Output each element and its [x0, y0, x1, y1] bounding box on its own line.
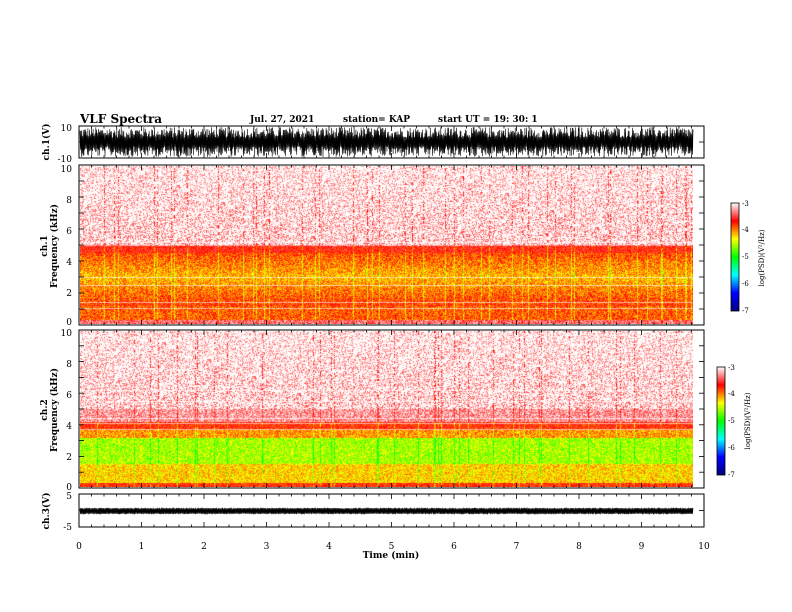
xtick-6: 6 — [451, 542, 457, 552]
start-time-label: start UT = 19: 30: 1 — [438, 115, 538, 125]
ch2-spec-ytick-10: 10 — [61, 329, 73, 339]
ch1-cb-tick-m3: -3 — [742, 200, 749, 208]
ch1-spectrogram-image — [80, 166, 693, 324]
ch2-colorbar-label: log(PSD)(V²/Hz) — [744, 392, 752, 449]
xtick-10: 10 — [698, 542, 710, 552]
ch2-spec-ytick-0: 0 — [66, 483, 72, 493]
xtick-0: 0 — [76, 542, 82, 552]
ch1-spectrogram-panel: 0 2 4 6 8 10 ch.1 Frequency (kHz) — [40, 164, 705, 328]
ch3-ytick-top: 5 — [66, 492, 72, 502]
xtick-9: 9 — [639, 542, 645, 552]
ch2-spectrogram-image — [80, 331, 693, 487]
date-label: Jul. 27, 2021 — [249, 115, 314, 125]
xtick-1: 1 — [139, 542, 145, 552]
ch1-cb-tick-m4: -4 — [742, 226, 749, 234]
ch1-colorbar: -3 -4 -5 -6 -7 log(PSD)(V²/Hz) — [730, 200, 766, 315]
ch2-colorbar-scale — [716, 366, 726, 476]
ch1-cb-tick-m7: -7 — [742, 307, 749, 315]
ch1-spec-ytick-10: 10 — [61, 165, 73, 175]
ch1-cb-tick-m6: -6 — [742, 280, 749, 288]
xtick-5: 5 — [389, 542, 395, 552]
xtick-4: 4 — [326, 542, 332, 552]
ch2-spectrogram-panel: 0 2 4 6 8 10 ch.2 Frequency (kHz) — [40, 329, 705, 493]
ch1-colorbar-scale — [730, 202, 740, 312]
ch2-spec-ytick-4: 4 — [66, 422, 72, 432]
ch1-spec-ytick-8: 8 — [66, 196, 72, 206]
ch2-colorbar: -3 -4 -5 -6 -7 log(PSD)(V²/Hz) — [716, 364, 752, 479]
ch2-cb-tick-m5: -5 — [728, 417, 735, 425]
ch1-spec-ytick-6: 6 — [66, 227, 72, 237]
ch2-spec-ytick-2: 2 — [66, 453, 72, 463]
ch1-ytick-bottom: -10 — [58, 155, 73, 165]
figure-title: VLF Spectra — [79, 112, 162, 126]
time-axis-label: Time (min) — [363, 550, 420, 561]
ch3wave-line — [79, 507, 694, 515]
ch1-spec-yticks: 0 2 4 6 8 10 — [61, 165, 73, 328]
station-label: station= KAP — [343, 115, 410, 125]
ch1-cb-tick-m5: -5 — [742, 253, 749, 261]
ch2-cb-tick-m6: -6 — [728, 444, 735, 452]
xtick-3: 3 — [264, 542, 270, 552]
ch2-spec-ylabel-frequency: Frequency (kHz) — [49, 368, 60, 452]
xtick-7: 7 — [514, 542, 520, 552]
ch1-waveform-trace — [79, 126, 694, 158]
ch2-spec-ylabel-channel: ch.2 — [40, 399, 50, 420]
ch1wave-line — [79, 126, 694, 158]
ch1-spec-ylabel-frequency: Frequency (kHz) — [49, 204, 60, 288]
xtick-8: 8 — [576, 542, 582, 552]
ch3-ytick-bottom: -5 — [63, 523, 72, 533]
ch1-waveform-ylabel: ch.1(V) — [41, 124, 52, 161]
ch2-spec-ytick-6: 6 — [66, 391, 72, 401]
ch2-cb-tick-m7: -7 — [728, 471, 735, 479]
ch1-ytick-top: 10 — [61, 124, 73, 134]
ch1-colorbar-label: log(PSD)(V²/Hz) — [758, 229, 766, 286]
ch3-waveform-panel: 5 -5 ch.3(V) — [41, 492, 705, 533]
ch3-waveform-trace — [79, 507, 694, 515]
ch2-cb-tick-m4: -4 — [728, 390, 735, 398]
ch1-spec-ytick-0: 0 — [66, 318, 72, 328]
ch2-cb-tick-m3: -3 — [728, 364, 735, 372]
ch2-spec-yticks: 0 2 4 6 8 10 — [61, 329, 73, 493]
ch1-spec-ytick-2: 2 — [66, 289, 72, 299]
ch1-spec-ylabel-channel: ch.1 — [40, 235, 50, 256]
axis-tick-marks — [78, 125, 705, 528]
time-axis: 0 1 2 3 4 5 6 7 8 9 10 Time (min) — [76, 542, 710, 561]
xtick-2: 2 — [201, 542, 207, 552]
ch1-waveform-panel: 10 -10 ch.1(V) — [41, 124, 705, 165]
ch3-waveform-ylabel: ch.3(V) — [41, 493, 52, 530]
ch2-spec-ytick-8: 8 — [66, 360, 72, 370]
ch1-spec-ytick-4: 4 — [66, 258, 72, 268]
